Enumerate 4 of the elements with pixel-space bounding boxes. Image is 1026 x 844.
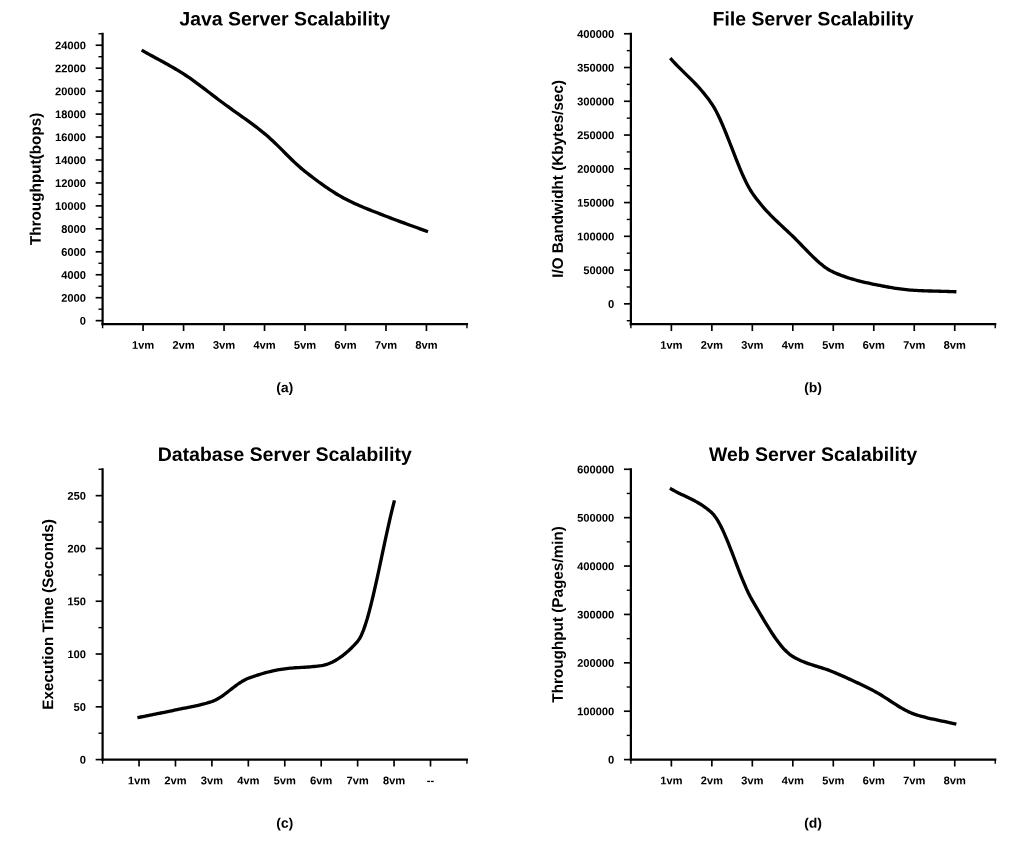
chart-title: File Server Scalability [713,11,914,30]
chart-title: Database Server Scalability [159,446,412,465]
chart-title: Web Server Scalability [708,446,918,465]
chart-title: Java Server Scalability [179,11,391,30]
